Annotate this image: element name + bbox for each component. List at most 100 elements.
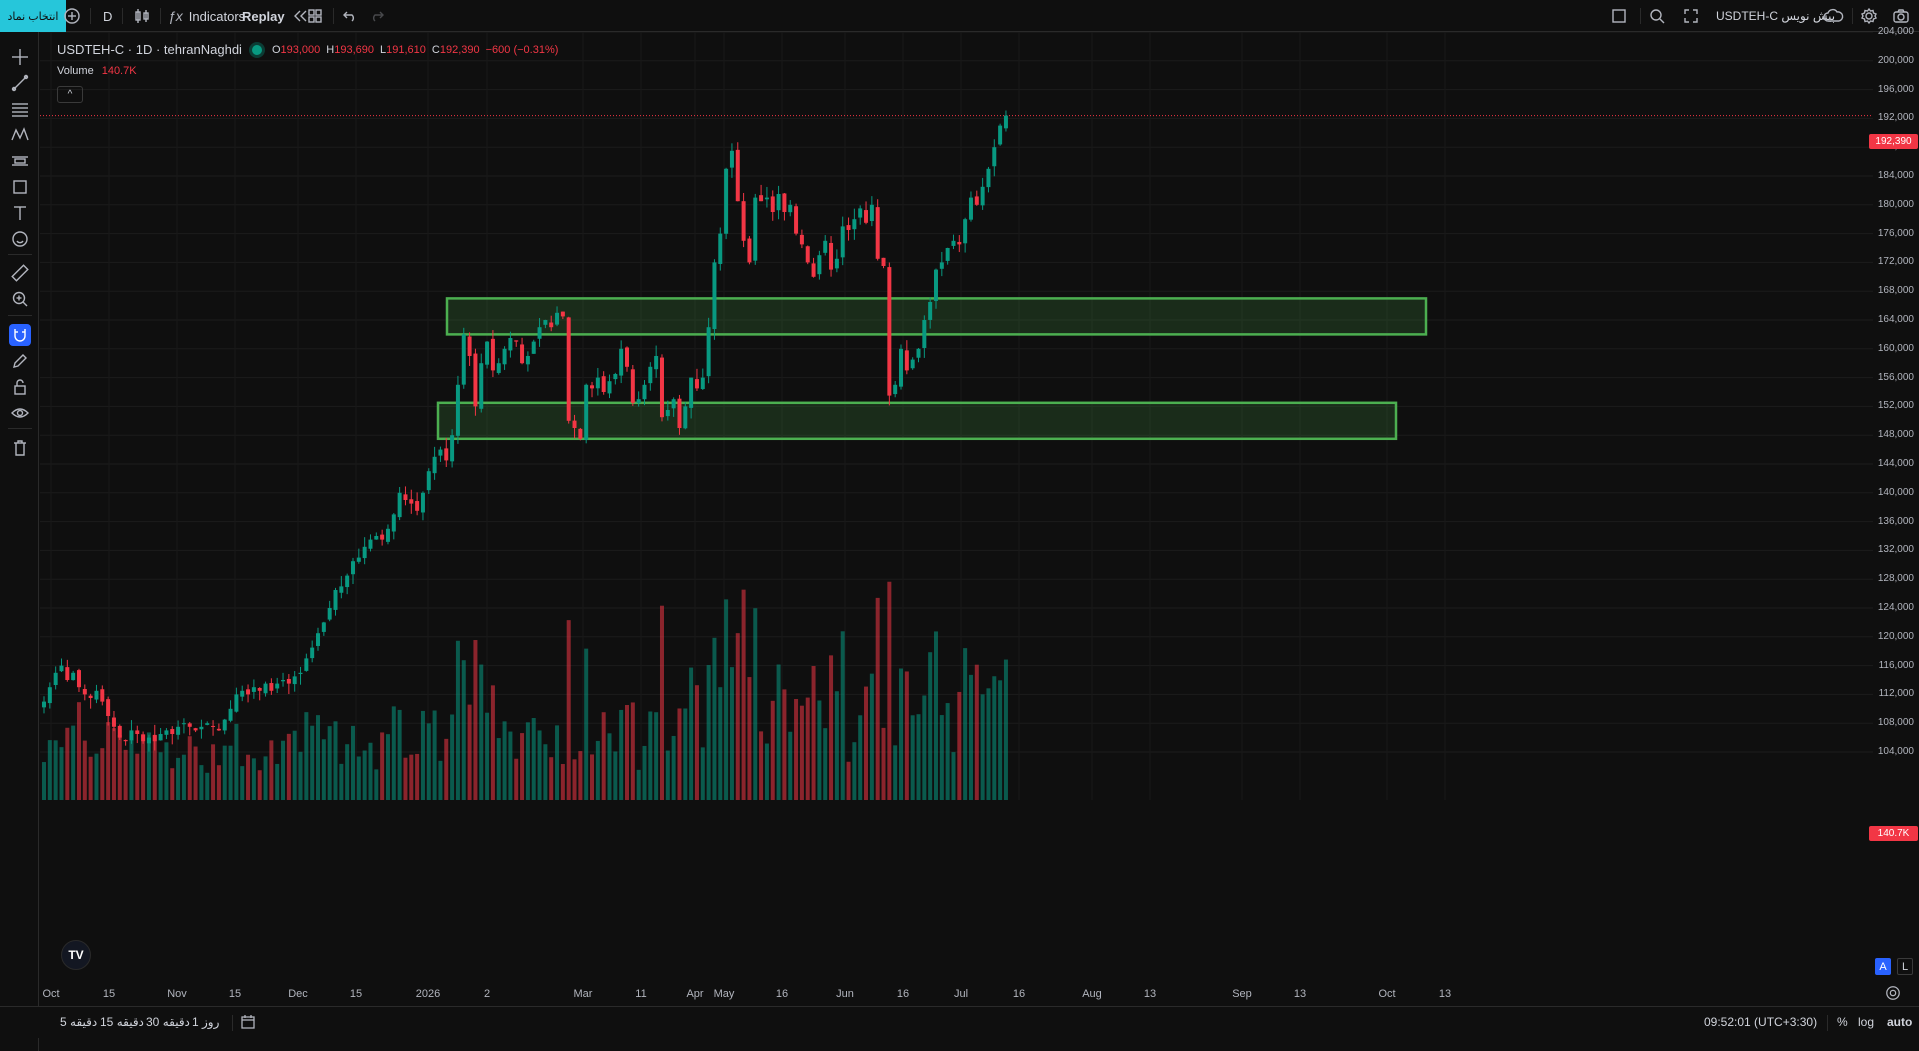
- lock-drawings-tool[interactable]: [9, 376, 31, 398]
- price-axis[interactable]: 204,000200,000196,000192,000188,000184,0…: [1873, 26, 1919, 980]
- crosshair-tool[interactable]: [9, 46, 31, 68]
- select-symbol-button[interactable]: انتخاب نماد: [0, 0, 66, 32]
- replay-button[interactable]: Replay: [242, 0, 309, 32]
- undo-button[interactable]: [342, 0, 358, 32]
- percent-scale-toggle[interactable]: %: [1837, 1015, 1848, 1029]
- volume-bar: [59, 747, 64, 800]
- candle: [397, 487, 402, 521]
- volume-bar: [444, 738, 449, 800]
- time-axis[interactable]: Oct 15 Nov 15 Dec 15 2026 2 Mar 11 Apr May 16 Jun 16 Ju…: [40, 980, 1873, 1006]
- snapshot-button[interactable]: [1892, 0, 1910, 32]
- collapse-legend-button[interactable]: ^: [57, 86, 83, 103]
- tradingview-logo[interactable]: TV: [61, 940, 91, 970]
- candle: [42, 696, 46, 714]
- range-15min[interactable]: 15 دقیقه: [100, 1015, 144, 1029]
- log-scale-l-button[interactable]: L: [1897, 958, 1913, 975]
- rewind-icon: [293, 10, 307, 22]
- candle: [904, 340, 909, 375]
- candle: [76, 668, 81, 692]
- volume-bar: [525, 722, 530, 800]
- trendline-tool[interactable]: [9, 72, 31, 94]
- stay-drawing-tool[interactable]: [9, 350, 31, 372]
- volume-bar: [111, 728, 116, 800]
- candle: [811, 257, 816, 278]
- price-tick-label: 152,000: [1877, 400, 1914, 412]
- volume-bar: [625, 705, 629, 800]
- candle: [199, 719, 204, 739]
- volume-bar: [584, 648, 589, 800]
- candle: [176, 720, 181, 740]
- plus-circle-icon: [64, 8, 80, 24]
- chart-type-button[interactable]: [133, 0, 151, 32]
- volume-bar: [794, 699, 799, 800]
- candle: [345, 573, 350, 595]
- candle: [665, 400, 670, 421]
- lock-icon: [14, 379, 26, 395]
- maximize-button[interactable]: [1683, 0, 1699, 32]
- volume-bar: [205, 772, 210, 800]
- clock-timezone[interactable]: 09:52:01 (UTC+3:30): [1704, 1015, 1818, 1029]
- support-resistance-zone[interactable]: [436, 401, 1398, 441]
- auto-scale-toggle[interactable]: auto: [1887, 1015, 1913, 1029]
- volume-bar: [694, 685, 699, 800]
- volume-bar: [106, 722, 111, 800]
- candle: [537, 318, 542, 347]
- candle: [992, 139, 997, 177]
- redo-button[interactable]: [369, 0, 385, 32]
- settings-button[interactable]: [1860, 0, 1878, 32]
- text-tool[interactable]: [9, 202, 31, 224]
- add-symbol-button[interactable]: [63, 0, 81, 32]
- range-5min[interactable]: 5 دقیقه: [60, 1015, 98, 1029]
- emoji-tool[interactable]: [9, 228, 31, 250]
- candle: [292, 671, 297, 692]
- price-tick-label: 112,000: [1878, 688, 1914, 700]
- price-tick-label: 116,000: [1878, 659, 1914, 671]
- support-resistance-zone[interactable]: [445, 297, 1428, 336]
- candle: [543, 319, 548, 329]
- candle: [438, 446, 443, 462]
- goto-date-button[interactable]: [240, 1014, 256, 1033]
- candle: [636, 391, 641, 407]
- ohlc-change: −600 (−0.31%): [485, 43, 559, 56]
- forecast-tool[interactable]: [9, 150, 31, 172]
- volume-legend[interactable]: Volume 140.7K: [57, 65, 137, 77]
- volume-bar: [619, 709, 624, 800]
- chart-pane[interactable]: [40, 32, 1873, 980]
- volume-bar: [438, 760, 443, 800]
- volume-bar: [899, 668, 904, 800]
- fib-tool[interactable]: [9, 98, 31, 120]
- fullscreen-chart-button[interactable]: [1611, 0, 1627, 32]
- measure-tool[interactable]: [9, 262, 31, 284]
- volume-bar: [980, 694, 985, 800]
- expand-icon: [1684, 9, 1698, 23]
- interval-button[interactable]: D: [103, 8, 113, 24]
- remove-drawings-tool[interactable]: [9, 437, 31, 459]
- layouts-button[interactable]: [307, 0, 323, 32]
- range-30min[interactable]: 30 دقیقه: [146, 1015, 190, 1029]
- draft-symbol-label[interactable]: USDTEH-C پیش نویس: [1716, 9, 1836, 23]
- quick-search-button[interactable]: [1648, 0, 1666, 32]
- log-scale-toggle[interactable]: log: [1858, 1015, 1875, 1029]
- divider: [8, 428, 32, 429]
- volume-bar: [788, 731, 793, 800]
- smiley-icon: [12, 231, 28, 247]
- pattern-tool[interactable]: [9, 124, 31, 146]
- candle: [71, 670, 76, 681]
- range-1day[interactable]: 1 روز: [192, 1015, 220, 1029]
- symbol-title[interactable]: USDTEH-C · 1D · tehranNaghdi: [57, 42, 242, 57]
- auto-scale-a-button[interactable]: A: [1875, 958, 1891, 975]
- cloud-save-button[interactable]: [1822, 0, 1844, 32]
- volume-bar: [846, 761, 851, 800]
- volume-bar: [636, 769, 641, 800]
- volume-bar: [665, 750, 670, 800]
- volume-bar: [94, 753, 99, 800]
- price-chart[interactable]: [40, 32, 1873, 980]
- axis-settings-button[interactable]: [1885, 985, 1901, 1006]
- candle: [741, 192, 746, 248]
- hide-drawings-tool[interactable]: [9, 402, 31, 424]
- shapes-tool[interactable]: [9, 176, 31, 198]
- indicators-button[interactable]: ƒx Indicators: [168, 0, 245, 32]
- zoom-tool[interactable]: [9, 288, 31, 310]
- volume-bar: [992, 676, 997, 800]
- magnet-tool[interactable]: [9, 324, 31, 346]
